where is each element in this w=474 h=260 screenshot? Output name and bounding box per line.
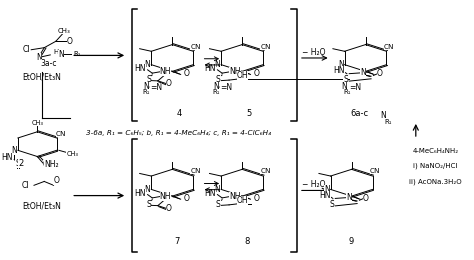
Text: N: N — [143, 82, 149, 91]
Text: S: S — [216, 75, 221, 84]
Text: HN: HN — [319, 191, 331, 200]
Text: − H₂O: − H₂O — [301, 179, 325, 188]
Text: 3a-c: 3a-c — [41, 58, 57, 68]
Text: CN: CN — [260, 44, 271, 50]
Text: H: H — [54, 49, 59, 55]
Text: NH₂: NH₂ — [44, 160, 58, 169]
Text: O: O — [254, 69, 259, 79]
Text: 8: 8 — [244, 237, 249, 246]
Text: CN: CN — [370, 168, 380, 174]
Text: EtOH/Et₃N: EtOH/Et₃N — [22, 202, 61, 210]
Text: N: N — [338, 60, 344, 69]
Text: O: O — [363, 194, 369, 203]
Text: N: N — [380, 111, 386, 120]
Text: Cl: Cl — [22, 181, 29, 190]
Text: R₁: R₁ — [384, 119, 392, 125]
Text: CN: CN — [383, 44, 394, 50]
Text: =N: =N — [349, 82, 361, 92]
Text: R₁: R₁ — [212, 89, 220, 95]
Text: S: S — [343, 75, 348, 84]
Text: =N: =N — [150, 83, 163, 92]
Text: S: S — [216, 200, 221, 209]
Text: CN: CN — [56, 131, 66, 137]
Text: ii) AcONa.3H₂O: ii) AcONa.3H₂O — [409, 178, 462, 185]
Text: N: N — [324, 185, 330, 194]
Text: OH: OH — [237, 71, 248, 80]
Text: N: N — [145, 185, 150, 194]
Text: 5: 5 — [246, 109, 252, 118]
Text: N: N — [360, 68, 366, 77]
Text: OH: OH — [237, 196, 248, 205]
Text: S: S — [146, 200, 151, 209]
Text: HN: HN — [333, 66, 345, 75]
Text: HN: HN — [204, 64, 216, 73]
Text: N: N — [36, 53, 42, 62]
Text: N: N — [11, 146, 17, 155]
Text: S: S — [15, 159, 20, 168]
Text: 6a-c: 6a-c — [350, 109, 368, 118]
Text: O: O — [184, 194, 190, 203]
Text: CH₃: CH₃ — [31, 120, 43, 126]
Text: 4-MeC₆H₄NH₂: 4-MeC₆H₄NH₂ — [412, 148, 458, 154]
Text: N: N — [215, 60, 220, 69]
Text: O: O — [165, 79, 172, 88]
Text: S: S — [329, 200, 334, 209]
Text: N: N — [215, 185, 220, 194]
Text: N: N — [58, 50, 64, 59]
Text: N: N — [213, 82, 219, 91]
Text: O: O — [377, 69, 383, 79]
Text: 2: 2 — [18, 159, 24, 168]
Text: O: O — [67, 37, 73, 46]
Text: 3-6a, R₁ = C₆H₅; b, R₁ = 4-MeC₆H₄; c, R₁ = 4-ClC₆H₄: 3-6a, R₁ = C₆H₅; b, R₁ = 4-MeC₆H₄; c, R₁… — [86, 129, 271, 135]
Text: − H₂O: − H₂O — [301, 48, 325, 57]
Text: CN: CN — [191, 168, 201, 174]
Text: NH: NH — [229, 67, 241, 76]
Text: NH: NH — [160, 192, 171, 201]
Text: CH₃: CH₃ — [66, 151, 78, 157]
Text: N: N — [346, 193, 352, 202]
Text: i) NaNO₂/HCl: i) NaNO₂/HCl — [413, 163, 457, 169]
Text: Cl: Cl — [23, 45, 30, 54]
Text: HN: HN — [135, 189, 146, 198]
Text: HN: HN — [135, 64, 146, 73]
Text: N: N — [145, 60, 150, 69]
Text: 9: 9 — [349, 237, 354, 246]
Text: HN: HN — [1, 153, 13, 162]
Text: 7: 7 — [174, 237, 180, 246]
Text: =N: =N — [220, 83, 232, 92]
Text: R₁: R₁ — [73, 51, 81, 57]
Text: R₁: R₁ — [344, 89, 351, 95]
Text: O: O — [165, 204, 172, 213]
Text: NH: NH — [160, 67, 171, 76]
Text: CH₃: CH₃ — [58, 29, 71, 35]
Text: HN: HN — [204, 189, 216, 198]
Text: 4: 4 — [177, 109, 182, 118]
Text: O: O — [254, 194, 259, 203]
Text: CN: CN — [191, 44, 201, 50]
Text: CN: CN — [260, 168, 271, 174]
Text: O: O — [54, 176, 59, 185]
Text: EtOH/Et₃N: EtOH/Et₃N — [22, 73, 61, 82]
Text: S: S — [146, 75, 151, 84]
Text: R₁: R₁ — [143, 89, 150, 95]
Text: O: O — [184, 69, 190, 79]
Text: NH: NH — [229, 192, 241, 201]
Text: O: O — [43, 160, 48, 170]
Text: N: N — [342, 82, 347, 91]
